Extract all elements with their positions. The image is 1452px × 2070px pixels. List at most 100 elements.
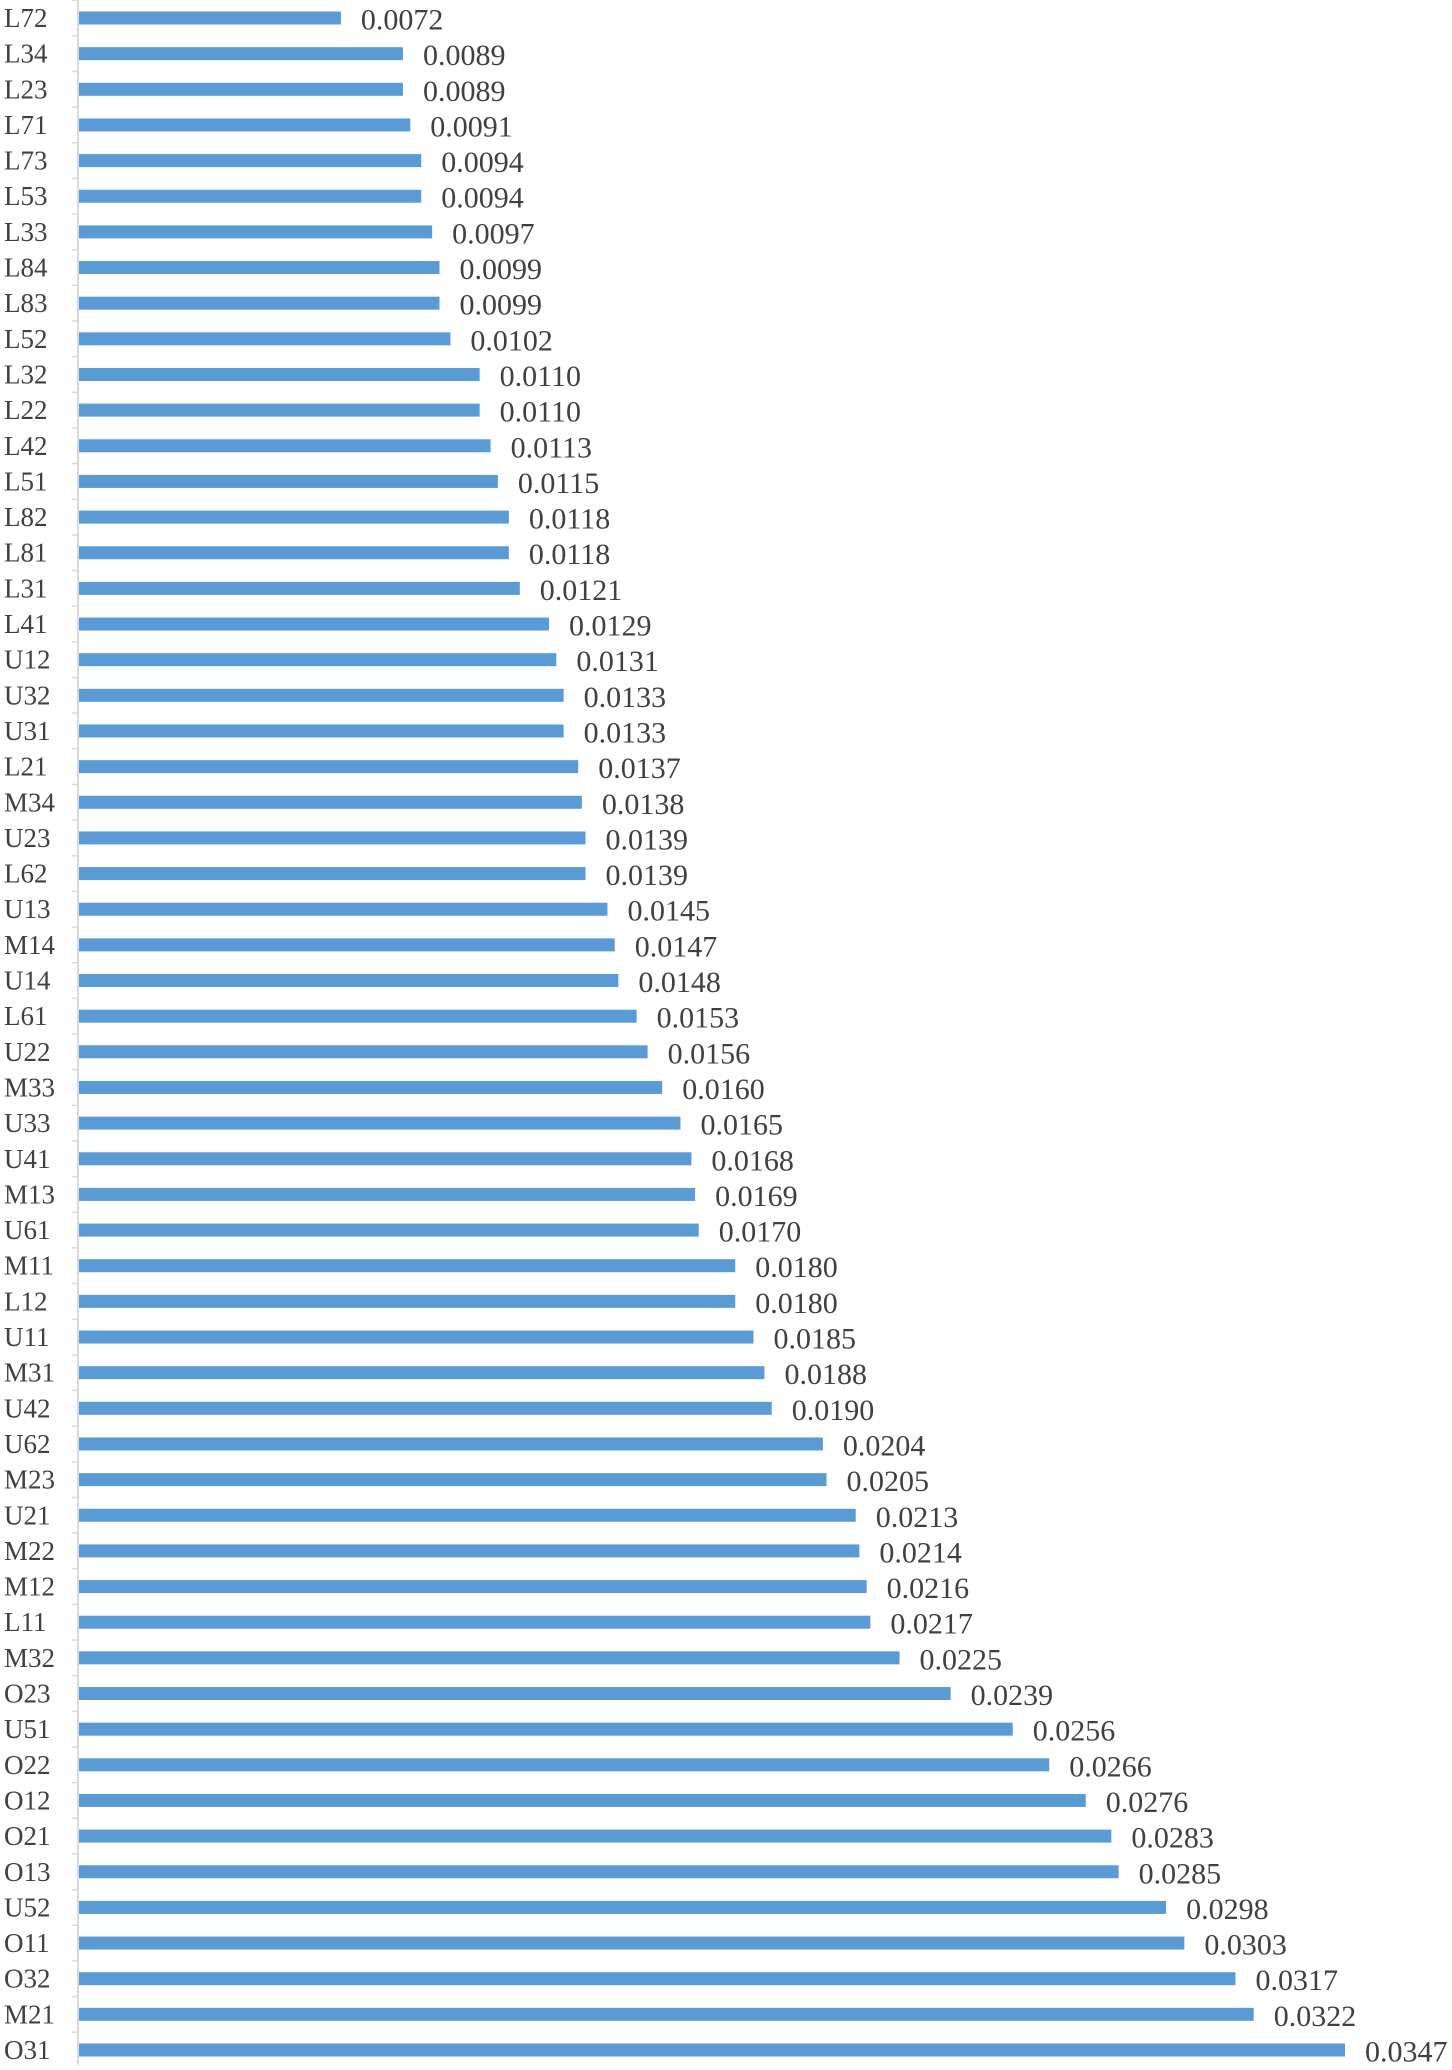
category-label: O21 [4,1821,51,1851]
value-label: 0.0089 [423,75,506,108]
bar-l32 [79,367,480,381]
bar-l22 [79,403,480,417]
value-label: 0.0204 [843,1429,926,1462]
value-label: 0.0239 [971,1679,1054,1712]
category-label: O11 [4,1928,50,1958]
category-label: M33 [4,1072,55,1102]
category-label: M12 [4,1572,55,1602]
bar-l81 [79,546,509,560]
category-label: L42 [4,431,48,461]
category-label: L22 [4,395,48,425]
bar-o32 [79,1972,1236,1986]
value-label: 0.0121 [540,574,623,607]
category-label: U51 [4,1714,51,1744]
value-label: 0.0153 [657,1002,740,1035]
category-label: M11 [4,1251,54,1281]
value-label: 0.0118 [529,503,610,536]
bar-m23 [79,1473,827,1487]
bar-l62 [79,867,586,881]
bar-l21 [79,760,579,774]
value-label: 0.0097 [452,217,535,250]
bar-u41 [79,1152,692,1166]
bars-layer [79,11,1345,2057]
category-label: L34 [4,39,48,69]
value-label: 0.0133 [584,716,667,749]
value-label: 0.0266 [1069,1750,1152,1783]
bar-l12 [79,1294,736,1308]
bar-l71 [79,118,411,132]
category-label: U13 [4,894,51,924]
category-label: U42 [4,1393,51,1423]
bar-l42 [79,439,491,453]
value-label: 0.0089 [423,39,506,72]
category-label: M21 [4,1999,55,2029]
value-label: 0.0165 [700,1109,783,1142]
category-label: L33 [4,217,48,247]
category-label: L11 [4,1607,47,1637]
bar-u22 [79,1045,648,1059]
category-label: U12 [4,645,51,675]
value-label: 0.0110 [500,396,581,429]
value-label: 0.0072 [361,4,444,37]
value-label: 0.0160 [682,1073,765,1106]
value-label: 0.0322 [1274,2000,1357,2033]
category-label: L21 [4,752,48,782]
category-label: M14 [4,930,56,960]
bar-m11 [79,1259,736,1273]
value-label: 0.0317 [1255,1964,1338,1997]
bar-l84 [79,261,440,275]
bar-l53 [79,189,422,203]
value-label: 0.0147 [635,930,718,963]
value-label: 0.0170 [719,1216,802,1249]
value-label: 0.0138 [602,788,685,821]
bar-l72 [79,11,341,25]
category-label: U33 [4,1108,51,1138]
category-label: L83 [4,288,48,318]
value-label: 0.0131 [576,645,659,678]
value-label: 0.0214 [879,1536,962,1569]
category-label: M13 [4,1179,55,1209]
value-label: 0.0190 [792,1394,875,1427]
value-label: 0.0137 [598,752,681,785]
category-label: L62 [4,859,48,889]
bar-u62 [79,1437,823,1451]
category-label: L31 [4,573,48,603]
bar-u23 [79,831,586,845]
value-label: 0.0213 [876,1501,959,1534]
axis-layer [72,0,79,2065]
bar-u51 [79,1722,1013,1736]
bar-o21 [79,1829,1112,1843]
bar-u12 [79,653,557,667]
category-label: L52 [4,324,48,354]
value-label: 0.0285 [1139,1857,1222,1890]
value-label: 0.0133 [584,681,667,714]
category-label: U11 [4,1322,50,1352]
bar-u52 [79,1900,1167,1914]
value-label: 0.0156 [668,1037,751,1070]
value-label: 0.0205 [847,1465,930,1498]
bar-l33 [79,225,433,239]
bar-u11 [79,1330,754,1344]
value-label: 0.0099 [459,253,542,286]
bar-l61 [79,1009,637,1023]
bar-m22 [79,1544,860,1558]
category-label: L12 [4,1286,48,1316]
category-label: L23 [4,74,48,104]
category-label: U32 [4,680,51,710]
value-label: 0.0099 [459,289,542,322]
category-label: O22 [4,1750,51,1780]
bar-u21 [79,1508,856,1522]
bar-l83 [79,296,440,310]
bar-o22 [79,1758,1050,1772]
category-label: U21 [4,1500,51,1530]
bar-u13 [79,902,608,916]
bar-o13 [79,1865,1119,1879]
category-label: U62 [4,1429,51,1459]
bar-u32 [79,688,564,702]
value-label: 0.0145 [627,895,710,928]
value-label: 0.0102 [470,324,552,357]
value-label: 0.0256 [1033,1715,1116,1748]
bar-l73 [79,154,422,168]
